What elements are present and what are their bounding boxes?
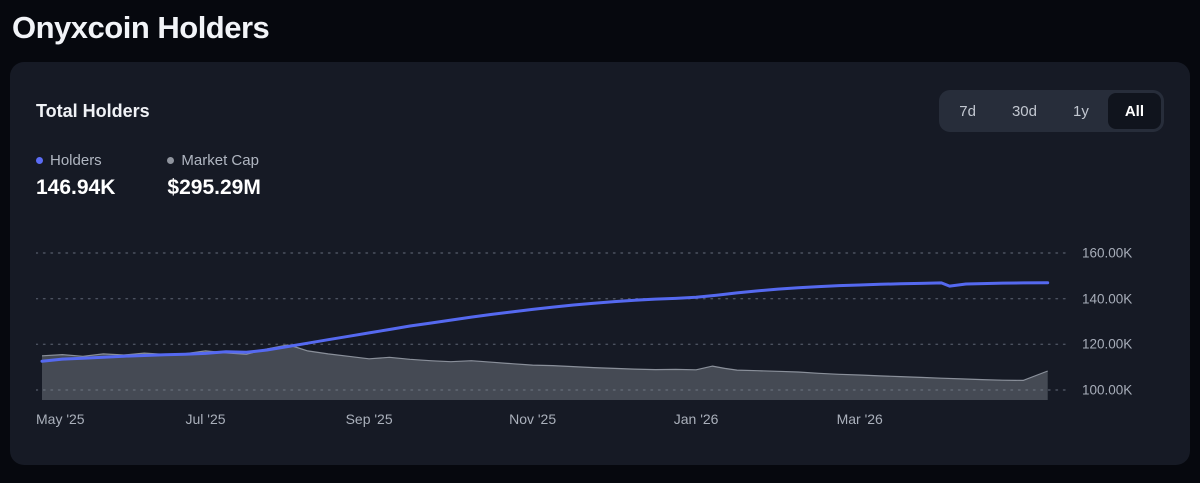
y-axis-label: 120.00K bbox=[1082, 336, 1133, 352]
x-axis-label: Mar '26 bbox=[836, 411, 883, 427]
x-axis-label: Jan '26 bbox=[673, 411, 719, 427]
x-axis-label: Sep '25 bbox=[345, 411, 393, 427]
range-button-1y[interactable]: 1y bbox=[1056, 93, 1106, 129]
y-axis-labels: 160.00K 140.00K 120.00K 100.00K bbox=[1068, 232, 1164, 400]
total-holders-card: Total Holders 7d 30d 1y All Holders 146.94K… bbox=[10, 62, 1190, 465]
y-axis-label: 100.00K bbox=[1082, 382, 1133, 398]
x-axis-label: Nov '25 bbox=[509, 411, 557, 427]
x-axis-labels: May '25 Jul '25 Sep '25 Nov '25 Jan '26 Mar '… bbox=[36, 400, 1068, 432]
market-cap-area bbox=[42, 345, 1048, 400]
x-axis-label: May '25 bbox=[36, 411, 85, 427]
card-header: Total Holders 7d 30d 1y All bbox=[36, 90, 1164, 132]
holders-line bbox=[40, 281, 1050, 363]
holders-value: 146.94K bbox=[36, 176, 116, 199]
market-cap-value: $295.29M bbox=[167, 176, 261, 199]
legend-market-cap[interactable]: Market Cap $295.29M bbox=[167, 152, 261, 200]
market-cap-legend-label: Market Cap bbox=[181, 152, 259, 169]
holders-legend: Holders bbox=[36, 152, 115, 169]
y-axis-label: 160.00K bbox=[1082, 245, 1133, 261]
page-title: Onyxcoin Holders bbox=[12, 10, 270, 45]
market-cap-legend: Market Cap bbox=[167, 152, 260, 169]
range-button-30d[interactable]: 30d bbox=[995, 93, 1054, 129]
x-axis-label: Jul '25 bbox=[185, 411, 226, 427]
time-range-selector: 7d 30d 1y All bbox=[939, 90, 1164, 132]
card-title: Total Holders bbox=[36, 100, 150, 121]
page-container: Onyxcoin Holders Total Holders 7d 30d 1y Al… bbox=[10, 10, 1190, 465]
chart-grid: 160.00K 140.00K 120.00K 100.00K May '25 Jul … bbox=[36, 232, 1164, 432]
range-button-all[interactable]: All bbox=[1107, 93, 1161, 129]
holders-dot-icon bbox=[36, 157, 43, 164]
holders-chart[interactable]: 160.00K 140.00K 120.00K 100.00K May '25 Jul … bbox=[36, 232, 1164, 432]
market-cap-dot-icon bbox=[167, 157, 175, 164]
chart-plot-area[interactable] bbox=[36, 232, 1068, 400]
y-axis-label: 140.00K bbox=[1082, 291, 1133, 307]
legend-row: Holders 146.94K Market Cap $295.29M bbox=[36, 152, 1164, 200]
holders-legend-label: Holders bbox=[50, 152, 102, 169]
legend-holders[interactable]: Holders 146.94K bbox=[36, 152, 115, 200]
axis-corner-spacer bbox=[1068, 400, 1164, 432]
range-button-7d[interactable]: 7d bbox=[942, 93, 993, 129]
